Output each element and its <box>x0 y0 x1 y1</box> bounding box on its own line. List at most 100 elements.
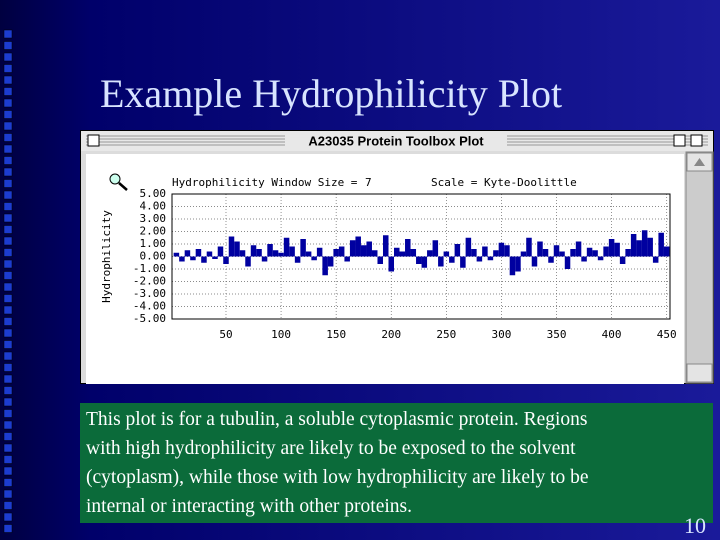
deco-square <box>3 432 13 441</box>
bar <box>592 250 598 257</box>
bar <box>553 245 560 257</box>
y-tick-label: 0.00 <box>140 250 167 263</box>
deco-square <box>3 374 13 384</box>
bar <box>195 249 202 257</box>
bar <box>327 256 334 267</box>
chart-header: Hydrophilicity Window Size = <box>172 176 358 189</box>
bar <box>382 235 389 257</box>
deco-square <box>3 340 13 349</box>
bar <box>575 241 582 257</box>
bar <box>410 249 417 257</box>
bar <box>526 237 532 257</box>
bar <box>311 256 317 261</box>
y-tick-label: 1.00 <box>140 237 167 250</box>
bar <box>581 256 587 262</box>
window-title: A23035 Protein Toolbox Plot <box>308 133 484 148</box>
bar <box>239 250 246 257</box>
deco-square <box>3 179 13 188</box>
bar <box>647 237 653 257</box>
bar <box>234 241 240 257</box>
bar <box>300 239 306 257</box>
bar <box>360 245 367 257</box>
axes-frame <box>171 193 671 320</box>
bar <box>333 249 339 257</box>
bar <box>305 251 312 257</box>
caption-line: This plot is for a tubulin, a soluble cy… <box>86 409 588 430</box>
caption-line: (cytoplasm), while those with low hydrop… <box>86 467 589 488</box>
bar <box>658 232 664 257</box>
scrollbar[interactable] <box>685 151 714 384</box>
bar <box>542 249 549 257</box>
close-box[interactable] <box>87 134 100 147</box>
bar <box>449 256 455 263</box>
bar <box>405 239 411 257</box>
plot-window: A23035 Protein Toolbox Plot Hydrophilici… <box>80 130 714 384</box>
bar <box>548 256 554 263</box>
deco-square <box>3 282 13 292</box>
deco-square <box>3 420 13 430</box>
bar <box>206 251 213 257</box>
deco-square <box>3 52 13 62</box>
x-tick-label: 300 <box>491 328 511 341</box>
bar <box>223 256 229 264</box>
y-tick-label: 5.00 <box>140 187 167 200</box>
deco-square <box>3 443 13 453</box>
deco-square <box>3 397 13 407</box>
deco-square <box>3 144 13 154</box>
deco-square <box>3 317 13 326</box>
caption-line: internal or interacting with other prote… <box>86 496 412 517</box>
bar <box>493 250 499 257</box>
deco-square <box>3 305 13 315</box>
bar <box>261 256 268 262</box>
deco-square <box>3 156 13 165</box>
bar <box>190 256 196 261</box>
deco-square <box>3 455 13 464</box>
y-axis-label: Hydrophilicity <box>100 210 113 303</box>
deco-square <box>3 64 13 73</box>
bar <box>454 244 461 257</box>
magnifier-icon[interactable] <box>109 173 128 191</box>
deco-square <box>3 213 13 223</box>
deco-square <box>3 75 13 85</box>
zoom-box[interactable] <box>673 134 686 147</box>
bar <box>460 256 466 268</box>
bar <box>377 256 383 264</box>
page-number: 10 <box>684 513 706 538</box>
bar <box>471 249 477 257</box>
bar <box>179 256 185 262</box>
bar <box>201 256 207 263</box>
bar <box>256 249 262 257</box>
deco-square <box>3 271 13 280</box>
y-tick-label: 2.00 <box>140 225 167 238</box>
bar <box>394 247 400 257</box>
deco-square <box>3 133 13 142</box>
bar <box>619 256 626 264</box>
deco-square <box>3 41 13 50</box>
x-tick-label: 400 <box>602 328 622 341</box>
bar <box>278 252 284 257</box>
bar <box>509 256 516 276</box>
deco-square <box>3 478 13 487</box>
deco-square <box>3 190 13 200</box>
deco-square <box>3 351 13 361</box>
bar <box>531 256 538 267</box>
bar <box>504 245 510 257</box>
bar <box>438 256 444 267</box>
bar <box>586 247 593 257</box>
bar <box>641 230 648 257</box>
bar <box>322 256 328 276</box>
bar <box>184 250 191 257</box>
x-tick-label: 350 <box>547 328 567 341</box>
bar <box>344 256 350 262</box>
collapse-box[interactable] <box>690 134 703 147</box>
bar <box>537 241 543 257</box>
bar <box>388 256 395 272</box>
bar <box>663 246 670 257</box>
decoration <box>3 29 13 533</box>
deco-square <box>3 167 13 177</box>
bar <box>443 251 450 257</box>
bar <box>371 250 378 257</box>
caption-line: with high hydrophilicity are likely to b… <box>86 438 576 459</box>
deco-square <box>3 225 13 234</box>
bar <box>498 242 505 257</box>
